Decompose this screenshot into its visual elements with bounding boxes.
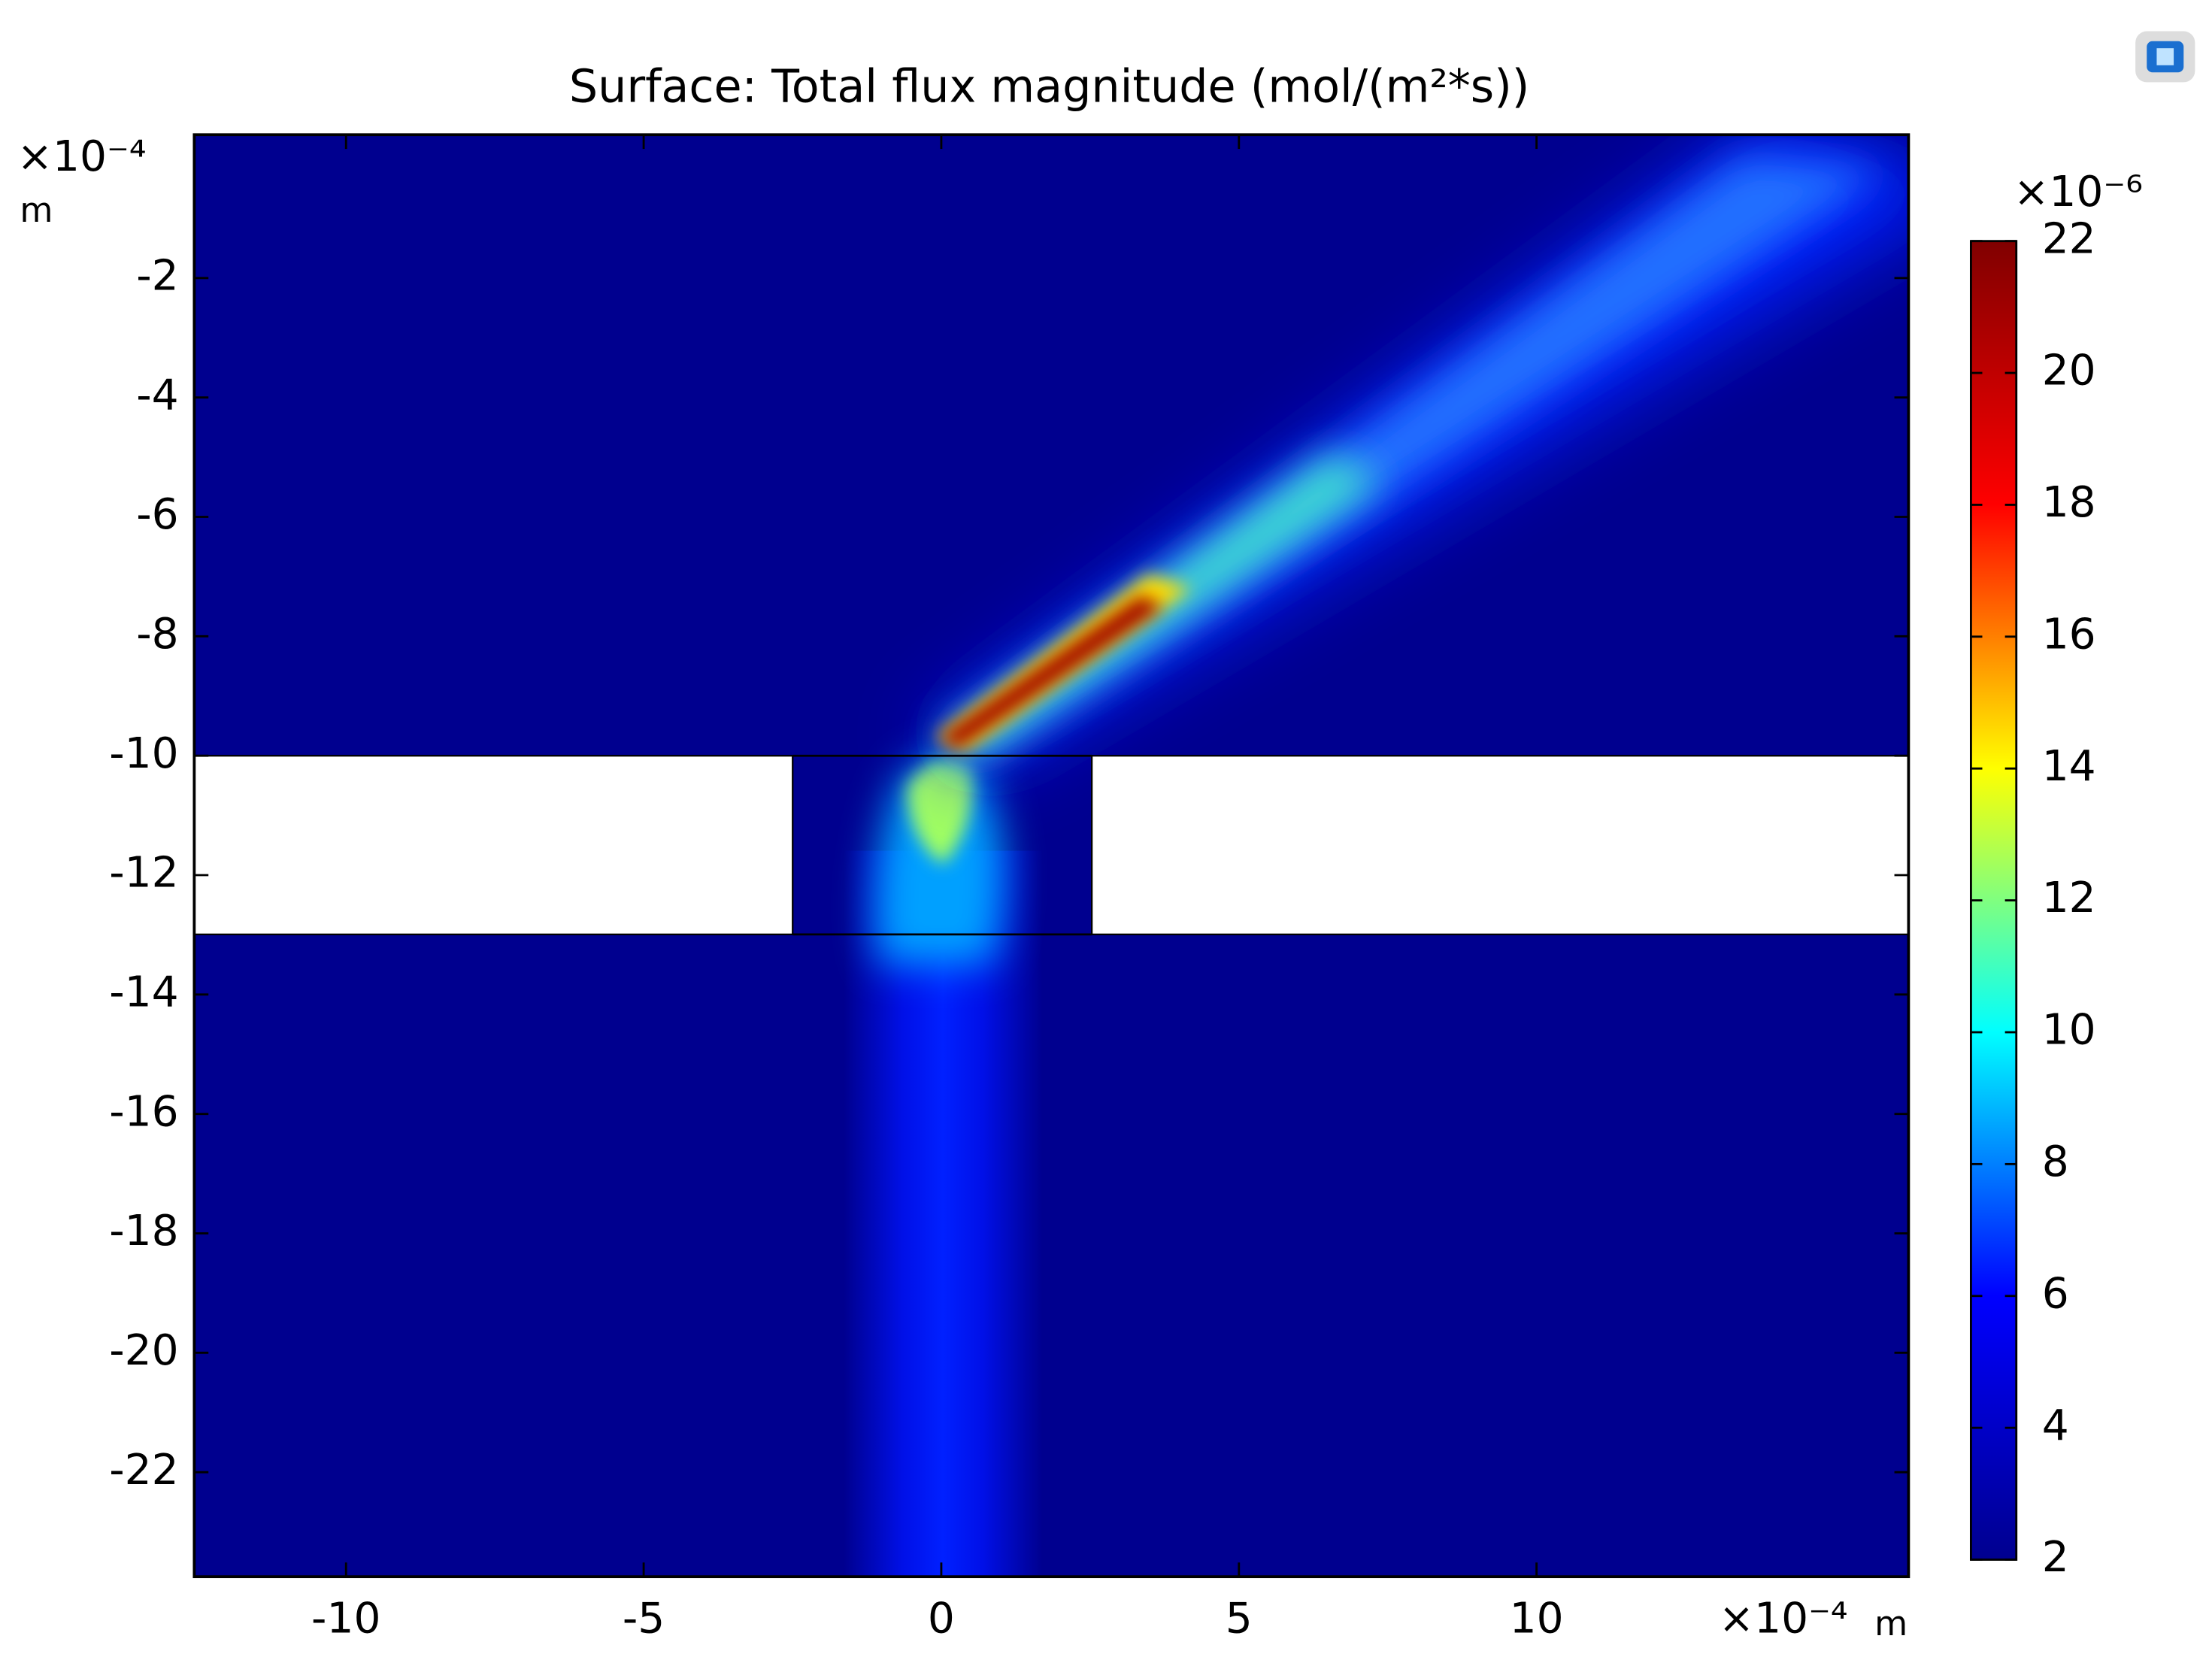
wall-right [1091, 755, 1909, 935]
colorbar-tick-label: 2 [2042, 1532, 2069, 1582]
y-unit: m [20, 190, 53, 230]
colorbar-tick-label: 8 [2042, 1137, 2069, 1186]
plume-lower [844, 850, 1043, 1577]
x-tick-label: -10 [311, 1593, 380, 1643]
y-tick-label: -16 [109, 1086, 178, 1136]
y-tick-label: -20 [109, 1325, 178, 1375]
y-tick-label: -22 [109, 1445, 178, 1495]
x-tick-label: 5 [1226, 1593, 1253, 1643]
x-tick-label: -5 [623, 1593, 665, 1643]
y-tick-label: -4 [136, 370, 178, 420]
y-multiplier: ×10⁻⁴ [17, 132, 147, 181]
chart-title: Surface: Total flux magnitude (mol/(m²*s… [569, 60, 1529, 113]
app-icon [2135, 31, 2195, 83]
y-tick-label: -14 [109, 967, 178, 1016]
colorbar-tick-label: 6 [2042, 1268, 2069, 1318]
colorbar-tick-label: 22 [2042, 214, 2096, 263]
colorbar-multiplier: ×10⁻⁶ [2014, 167, 2143, 217]
x-multiplier: ×10⁻⁴ [1719, 1593, 1848, 1643]
x-tick-label: 10 [1510, 1593, 1564, 1643]
x-unit: m [1874, 1604, 1907, 1643]
colorbar-tick-label: 10 [2042, 1005, 2096, 1055]
colorbar-tick-label: 14 [2042, 741, 2096, 791]
colorbar-tick-label: 4 [2042, 1401, 2069, 1450]
colorbar-tick-label: 18 [2042, 477, 2096, 527]
y-tick-label: -6 [136, 489, 178, 539]
plume-slot-core [907, 759, 973, 865]
y-tick-label: -18 [109, 1206, 178, 1256]
surface [194, 135, 1909, 1577]
plot-frame [192, 133, 1911, 1579]
colorbar-tick-label: 20 [2042, 346, 2096, 395]
colorbar-tick-label: 12 [2042, 873, 2096, 922]
y-tick-label: -12 [109, 848, 178, 898]
plume-core [940, 595, 1163, 749]
wall-left [194, 755, 794, 935]
colorbar-tick-label: 16 [2042, 609, 2096, 659]
y-tick-label: -8 [136, 609, 178, 659]
y-tick-label: -2 [136, 250, 178, 300]
x-tick-label: 0 [928, 1593, 955, 1643]
y-tick-label: -10 [109, 729, 178, 778]
